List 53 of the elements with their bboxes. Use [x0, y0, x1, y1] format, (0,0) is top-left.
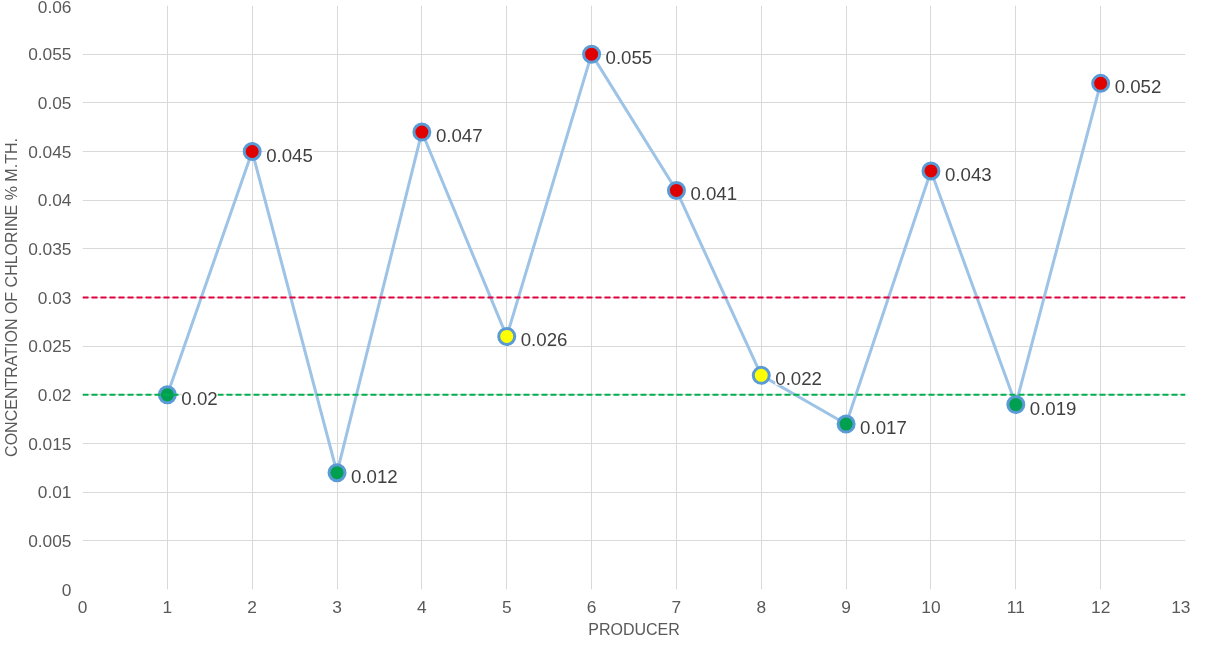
y-tick-label: 0.03: [37, 287, 72, 308]
y-tick-label: 0.025: [28, 336, 72, 357]
data-label: 0.02: [181, 387, 218, 409]
x-tick-label: 12: [1091, 596, 1111, 617]
y-tick-label: 0.035: [28, 238, 72, 259]
x-tick-label: 8: [756, 596, 767, 617]
y-tick-label: 0.005: [28, 530, 72, 551]
data-label: 0.055: [605, 47, 653, 69]
data-label: 0.041: [690, 183, 738, 205]
data-label: 0.017: [860, 417, 907, 439]
data-label: 0.022: [775, 368, 822, 390]
y-tick-label: 0.055: [28, 44, 72, 65]
y-tick-label: 0.015: [28, 433, 72, 454]
data-label: 0.026: [520, 329, 568, 351]
point: [836, 414, 856, 434]
x-tick-label: 3: [332, 596, 342, 617]
point: [242, 142, 262, 161]
x-axis-title: PRODUCER: [588, 620, 680, 638]
y-axis-title: CONCENTRATION OF CHLORINE % M.TH.: [3, 138, 21, 457]
data-label: 0.047: [435, 125, 483, 147]
x-tick-label: 6: [586, 596, 597, 617]
x-tick-label: 7: [671, 596, 682, 617]
point: [412, 122, 432, 142]
data-label: 0.019: [1029, 397, 1077, 419]
x-tick-label: 9: [841, 596, 851, 617]
x-tick-label: 4: [417, 596, 428, 617]
y-tick-label: 0.06: [37, 0, 72, 17]
point: [1091, 73, 1111, 93]
y-tick-label: 0.04: [37, 190, 72, 211]
point: [666, 180, 686, 200]
y-tick-label: 0.02: [37, 384, 72, 405]
point: [751, 365, 771, 385]
y-tick-label: 0.05: [37, 92, 72, 113]
data-label: 0.045: [266, 144, 313, 166]
x-tick-label: 5: [501, 596, 512, 617]
point: [327, 463, 347, 483]
y-tick-label: 0.01: [37, 482, 72, 503]
x-tick-label: 1: [162, 596, 173, 617]
point: [157, 385, 177, 405]
point: [921, 161, 941, 181]
y-tick-label: 0.045: [28, 141, 72, 162]
point: [1006, 395, 1026, 415]
point: [582, 44, 602, 64]
y-tick-label: 0: [61, 579, 72, 600]
x-tick-label: 0: [77, 596, 88, 617]
data-label: 0.043: [944, 163, 992, 185]
data-label: 0.052: [1114, 76, 1162, 98]
data-label: 0.012: [351, 465, 398, 487]
x-tick-label: 13: [1171, 596, 1191, 617]
x-tick-label: 11: [1006, 596, 1025, 617]
point: [497, 326, 517, 346]
x-tick-label: 2: [247, 596, 258, 617]
x-tick-label: 10: [921, 596, 941, 617]
